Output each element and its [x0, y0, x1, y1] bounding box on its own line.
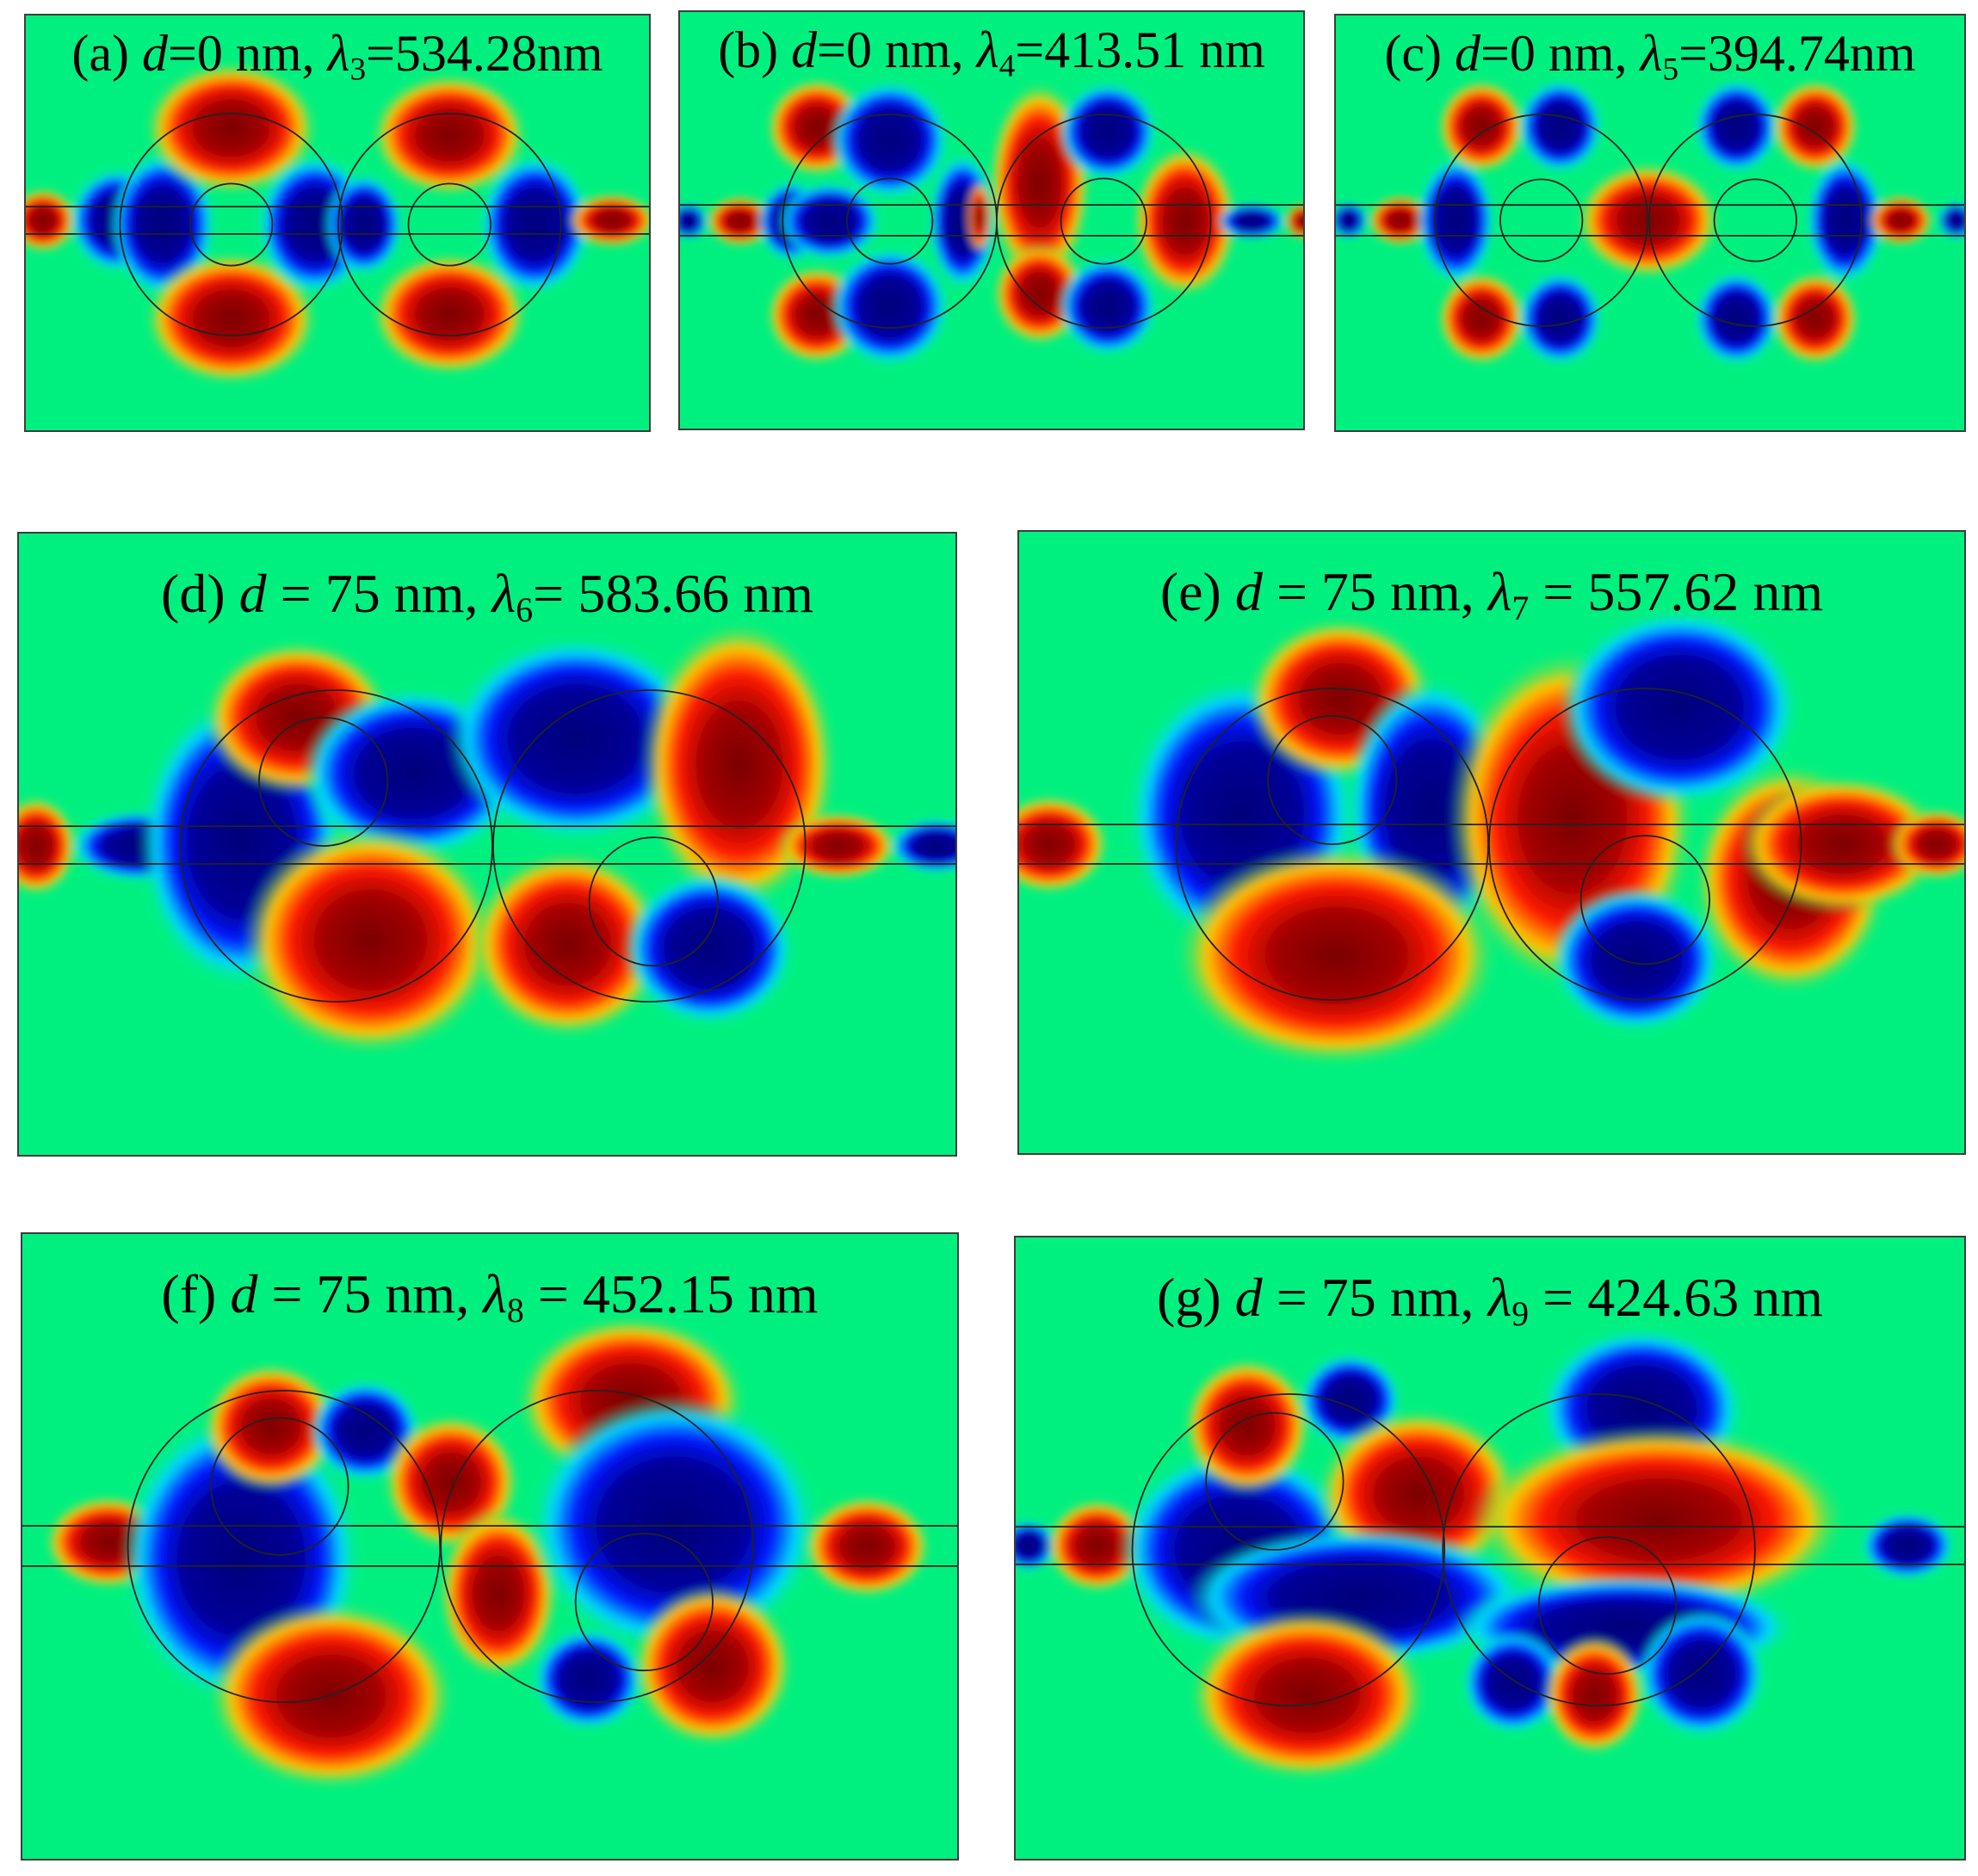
- lobe: [26, 188, 77, 253]
- lobe: [144, 61, 319, 195]
- panel-caption: (e) d = 75 nm, λ7 = 557.62 nm: [1159, 561, 1824, 628]
- lobe: [802, 1495, 932, 1598]
- field-plot-a: [26, 15, 649, 430]
- lobe: [705, 195, 775, 247]
- lobe: [1058, 256, 1158, 356]
- lobe: [448, 636, 706, 842]
- panel-d: (d) d = 75 nm, λ6= 583.66 nm: [17, 532, 957, 1157]
- panel-caption: (b) d=0 nm, λ4=413.51 nm: [718, 22, 1265, 84]
- lobe: [1019, 794, 1110, 894]
- lobe: [1938, 201, 1964, 239]
- lobe: [1336, 201, 1368, 239]
- lobe: [438, 1508, 559, 1680]
- lobe: [325, 173, 404, 276]
- lobe: [1437, 271, 1526, 366]
- lobe: [370, 73, 528, 197]
- lobe: [1187, 1609, 1428, 1781]
- lobe: [1462, 1631, 1565, 1734]
- lobe: [967, 181, 992, 253]
- lobe: [1284, 202, 1303, 240]
- lobe: [19, 796, 77, 896]
- panel-g: (g) d = 75 nm, λ9 = 424.63 nm: [1014, 1236, 1966, 1861]
- lobe: [532, 1627, 645, 1731]
- lobe: [1542, 1635, 1647, 1756]
- lobe: [242, 824, 499, 1056]
- lobe: [623, 871, 795, 1026]
- lobe: [202, 1362, 340, 1491]
- panel-caption: (d) d = 75 nm, λ6= 583.66 nm: [161, 563, 813, 630]
- lobe: [1693, 271, 1780, 366]
- lobe: [1889, 808, 1964, 880]
- lobe: [1739, 775, 1946, 913]
- lobe: [830, 246, 950, 367]
- lobe: [479, 154, 592, 295]
- lobe: [1016, 1520, 1056, 1571]
- lobe: [1058, 82, 1158, 182]
- field-plot-c: [1336, 15, 1964, 430]
- lobe: [1132, 144, 1239, 299]
- lobe: [1173, 843, 1499, 1067]
- panel-caption: (g) d = 75 nm, λ9 = 424.63 nm: [1157, 1267, 1823, 1334]
- lobe: [1806, 156, 1885, 285]
- panel-caption: (c) d=0 nm, λ5=394.74nm: [1384, 25, 1916, 88]
- lobe: [1559, 608, 1800, 806]
- lobe: [1860, 1511, 1956, 1580]
- lobe: [631, 1584, 794, 1748]
- lobe: [469, 849, 667, 1039]
- field-plot-g: [1016, 1237, 1964, 1859]
- panel-caption: (a) d=0 nm, λ3=534.28nm: [71, 25, 603, 88]
- lobe: [830, 80, 950, 201]
- panel-b: (b) d=0 nm, λ4=413.51 nm: [678, 10, 1305, 430]
- lobe: [777, 811, 899, 880]
- lobe: [680, 202, 708, 240]
- lobe: [1637, 1609, 1766, 1738]
- panel-a: (a) d=0 nm, λ3=534.28nm: [24, 14, 651, 432]
- lobe: [889, 818, 955, 873]
- field-plot-e: [1019, 532, 1964, 1153]
- lobe: [1868, 194, 1934, 246]
- panel-f: (f) d = 75 nm, λ8 = 452.15 nm: [21, 1232, 959, 1861]
- lobe: [1517, 79, 1604, 174]
- lobe: [1575, 162, 1721, 279]
- lobe: [1693, 79, 1780, 174]
- panel-caption: (f) d = 75 nm, λ8 = 452.15 nm: [161, 1263, 819, 1330]
- lobe: [1183, 1357, 1312, 1495]
- lobe: [1517, 271, 1604, 366]
- lobe: [207, 1601, 456, 1791]
- lobe: [1771, 79, 1860, 174]
- field-plot-d: [19, 534, 955, 1155]
- lobe: [1470, 1425, 1848, 1614]
- lobe: [370, 252, 528, 376]
- lobe: [1550, 886, 1723, 1033]
- lobe: [144, 251, 319, 386]
- lobe: [1771, 271, 1860, 366]
- lobe: [1217, 202, 1287, 240]
- field-plot-f: [22, 1234, 957, 1859]
- panel-c: (c) d=0 nm, λ5=394.74nm: [1334, 14, 1966, 432]
- panel-e: (e) d = 75 nm, λ7 = 557.62 nm: [1017, 530, 1966, 1155]
- lobe: [778, 182, 881, 261]
- lobe: [1437, 79, 1526, 174]
- lobe: [1416, 156, 1495, 285]
- lobe: [1367, 194, 1433, 246]
- field-plot-b: [680, 12, 1303, 429]
